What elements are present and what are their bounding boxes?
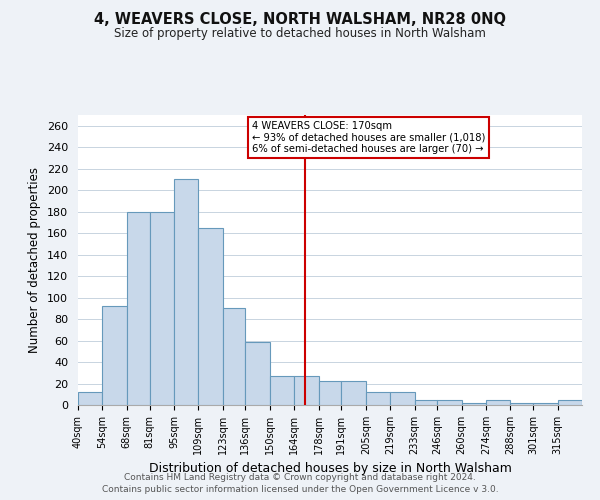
- Bar: [78, 392, 103, 405]
- Bar: [461, 403, 486, 405]
- Bar: [223, 308, 245, 405]
- Bar: [294, 376, 319, 405]
- Bar: [270, 376, 294, 405]
- Bar: [319, 382, 341, 405]
- Y-axis label: Number of detached properties: Number of detached properties: [28, 167, 41, 353]
- Text: Contains public sector information licensed under the Open Government Licence v : Contains public sector information licen…: [101, 485, 499, 494]
- X-axis label: Distribution of detached houses by size in North Walsham: Distribution of detached houses by size …: [149, 462, 511, 475]
- Text: 4 WEAVERS CLOSE: 170sqm
← 93% of detached houses are smaller (1,018)
6% of semi-: 4 WEAVERS CLOSE: 170sqm ← 93% of detache…: [252, 121, 485, 154]
- Text: 4, WEAVERS CLOSE, NORTH WALSHAM, NR28 0NQ: 4, WEAVERS CLOSE, NORTH WALSHAM, NR28 0N…: [94, 12, 506, 28]
- Bar: [390, 392, 415, 405]
- Bar: [437, 400, 461, 405]
- Bar: [341, 382, 366, 405]
- Bar: [174, 180, 199, 405]
- Bar: [511, 403, 533, 405]
- Bar: [127, 212, 149, 405]
- Bar: [415, 400, 437, 405]
- Text: Size of property relative to detached houses in North Walsham: Size of property relative to detached ho…: [114, 28, 486, 40]
- Bar: [486, 400, 511, 405]
- Bar: [199, 228, 223, 405]
- Bar: [557, 400, 582, 405]
- Bar: [103, 306, 127, 405]
- Bar: [366, 392, 390, 405]
- Bar: [245, 342, 270, 405]
- Bar: [533, 403, 557, 405]
- Text: Contains HM Land Registry data © Crown copyright and database right 2024.: Contains HM Land Registry data © Crown c…: [124, 472, 476, 482]
- Bar: [149, 212, 174, 405]
